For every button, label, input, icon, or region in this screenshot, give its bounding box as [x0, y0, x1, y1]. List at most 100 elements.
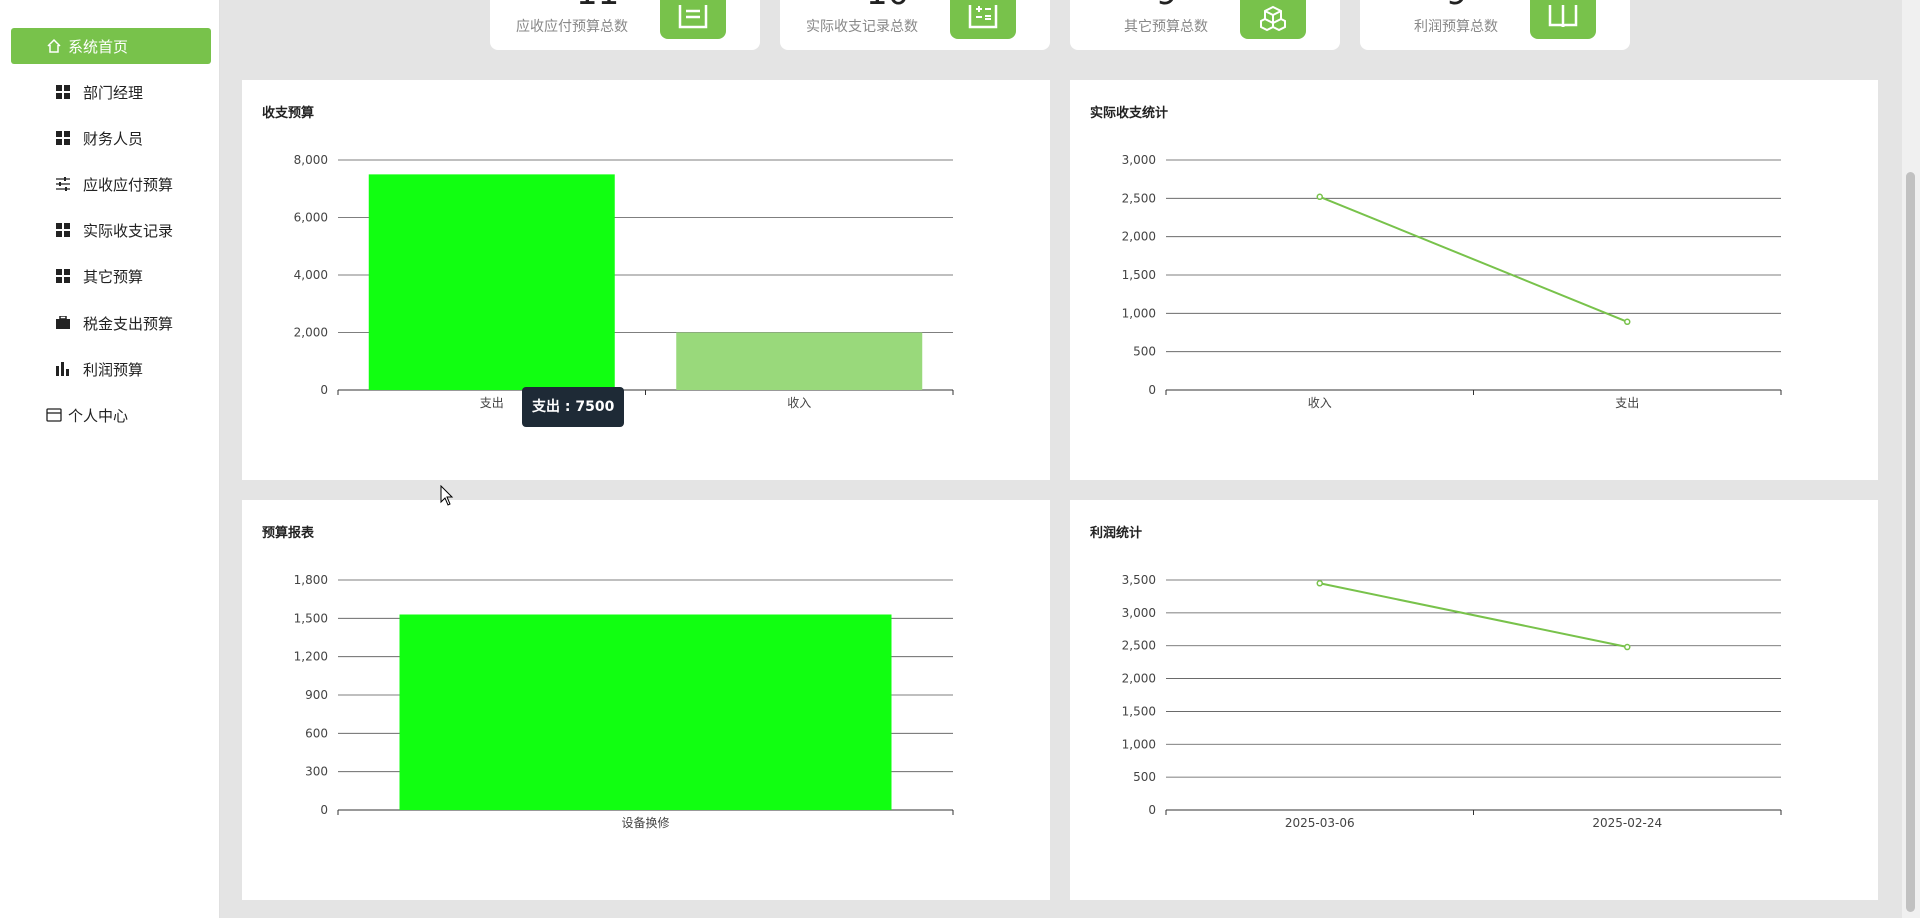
data-point: [1316, 580, 1323, 587]
y-tick-label: 6,000: [294, 211, 328, 225]
y-tick-label: 0: [1148, 383, 1156, 397]
bar: [676, 332, 923, 390]
grid-icon: [53, 268, 73, 284]
stat-label: 实际收支记录总数: [806, 19, 918, 35]
y-tick-label: 2,500: [1122, 191, 1156, 205]
cubes-icon: [1240, 0, 1306, 39]
stat-card: 9 利润预算总数: [1360, 0, 1630, 50]
x-tick-label: 设备换修: [621, 815, 669, 830]
stat-value: 10: [866, 0, 909, 10]
y-tick-label: 1,000: [1122, 306, 1156, 320]
series-line: [1319, 195, 1628, 323]
nav-item-other-budget[interactable]: 其它预算: [11, 258, 211, 294]
y-tick-label: 1,500: [1122, 268, 1156, 282]
sliders-icon: [53, 176, 73, 192]
y-tick-label: 2,000: [294, 326, 328, 340]
chart-actual-stats: 0 500 1,000 1,500 2,000 2,500 3,000 收入 支出: [1122, 153, 1782, 410]
stat-card: 9 其它预算总数: [1070, 0, 1340, 50]
x-tick-label: 支出: [480, 396, 504, 410]
nav-item-label: 财务人员: [83, 129, 144, 148]
stat-value: 11: [576, 0, 619, 10]
y-tick-label: 1,000: [1122, 737, 1156, 751]
chart-income-expense-budget: 0 2,000 4,000 6,000 8,000 支出 收入: [294, 153, 954, 410]
nav-item-label: 实际收支记录: [83, 221, 174, 240]
card-icon: [44, 407, 64, 423]
bar: [399, 614, 892, 810]
stat-label: 利润预算总数: [1414, 19, 1498, 35]
chart-panel-actual-stats: 实际收支统计 0 500 1,000 1,500 2,000 2,500 3,000 收入 支出: [1070, 80, 1878, 480]
nav-item-label: 其它预算: [83, 267, 144, 286]
y-tick-label: 4,000: [294, 268, 328, 282]
y-tick-label: 2,000: [1122, 672, 1156, 686]
nav-item-actual-records[interactable]: 实际收支记录: [11, 212, 211, 248]
sidebar: 系统首页 部门经理 财务人员 应收应付预算 实际收支记录 其它预算 税金支出: [0, 0, 220, 918]
chart-title: 收支预算: [262, 106, 315, 121]
x-tick-label: 收入: [1308, 396, 1332, 410]
data-point: [1624, 318, 1631, 326]
nav-item-label: 系统首页: [68, 37, 129, 56]
y-tick-label: 500: [1133, 345, 1156, 359]
y-tick-label: 8,000: [294, 153, 328, 167]
y-tick-label: 0: [320, 803, 328, 817]
y-tick-label: 900: [305, 688, 328, 702]
book-icon: [1530, 0, 1596, 39]
y-tick-label: 1,200: [294, 650, 328, 664]
data-point: [1316, 193, 1323, 201]
grid-icon: [53, 130, 73, 146]
y-tick-label: 0: [320, 383, 328, 397]
stat-value: 9: [1156, 0, 1178, 10]
nav-item-label: 个人中心: [68, 406, 129, 425]
page-scrollbar[interactable]: [1902, 0, 1920, 918]
briefcase-icon: [53, 315, 73, 331]
y-tick-label: 3,500: [1122, 573, 1156, 587]
series-line: [1319, 582, 1628, 649]
y-tick-label: 1,800: [294, 573, 328, 587]
y-tick-label: 2,000: [1122, 230, 1156, 244]
nav-item-dept-manager[interactable]: 部门经理: [11, 74, 211, 110]
stat-label: 应收应付预算总数: [516, 19, 628, 35]
y-tick-label: 300: [305, 765, 328, 779]
x-tick-label: 2025-03-06: [1285, 816, 1355, 830]
y-tick-label: 0: [1148, 803, 1156, 817]
chart-profit-stats: 0 500 1,000 1,500 2,000 2,500 3,000 3,500 2025-0…: [1122, 573, 1782, 830]
stat-label: 其它预算总数: [1124, 19, 1208, 35]
stat-card: 10 实际收支记录总数: [780, 0, 1050, 50]
x-tick-label: 支出: [1615, 396, 1639, 410]
y-tick-label: 1,500: [294, 611, 328, 625]
x-tick-label: 2025-02-24: [1592, 816, 1662, 830]
chart-title: 预算报表: [262, 526, 315, 541]
chart-panel-profit-stats: 利润统计 0 500 1,000 1,500 2,000 2,500 3,000 3,500 2…: [1070, 500, 1878, 900]
chart-budget-report: 0 300 600 900 1,200 1,500 1,800 设备换修: [294, 573, 954, 830]
nav-item-home[interactable]: 系统首页: [11, 28, 211, 64]
chart-tooltip: 支出 : 7500: [522, 387, 625, 427]
nav-item-label: 利润预算: [83, 360, 144, 379]
chart-panel-income-expense-budget: 收支预算 0 2,000 4,000 6,000 8,000 支出 收入: [242, 80, 1050, 480]
mouse-cursor-icon: [440, 484, 454, 511]
y-tick-label: 600: [305, 726, 328, 740]
nav-item-label: 部门经理: [83, 83, 144, 102]
nav-item-profile[interactable]: 个人中心: [11, 397, 211, 433]
y-tick-label: 1,500: [1122, 704, 1156, 718]
calculator-icon: [950, 0, 1016, 39]
nav-item-tax-budget[interactable]: 税金支出预算: [11, 305, 211, 341]
chart-title: 利润统计: [1090, 526, 1143, 541]
bar-chart-icon: [53, 361, 73, 377]
stat-value: 9: [1446, 0, 1468, 10]
nav-item-profit-budget[interactable]: 利润预算: [11, 351, 211, 387]
grid-icon: [53, 222, 73, 238]
y-tick-label: 2,500: [1122, 639, 1156, 653]
chart-title: 实际收支统计: [1090, 106, 1169, 121]
document-icon: [660, 0, 726, 39]
home-icon: [44, 38, 64, 54]
scrollbar-thumb[interactable]: [1906, 172, 1915, 912]
grid-icon: [53, 84, 73, 100]
nav-item-finance-staff[interactable]: 财务人员: [11, 120, 211, 156]
nav-item-label: 税金支出预算: [83, 314, 174, 333]
y-tick-label: 3,000: [1122, 606, 1156, 620]
nav-item-receivable-budget[interactable]: 应收应付预算: [11, 166, 211, 202]
bar: [368, 174, 615, 390]
chart-panel-budget-report: 预算报表 0 300 600 900 1,200 1,500 1,800 设备换修: [242, 500, 1050, 900]
nav-item-label: 应收应付预算: [83, 175, 174, 194]
stat-card: 11 应收应付预算总数: [490, 0, 760, 50]
y-tick-label: 500: [1133, 770, 1156, 784]
